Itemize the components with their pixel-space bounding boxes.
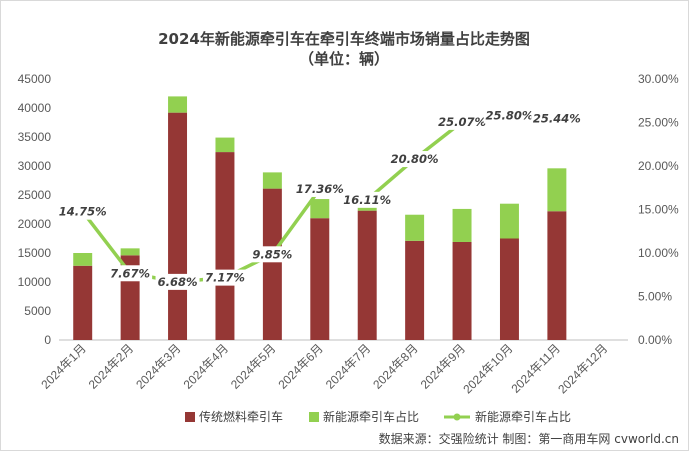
bar-fuel [452, 241, 472, 340]
left-axis-tick-label: 45000 [18, 72, 52, 86]
data-label-bg [155, 273, 200, 290]
data-label: 17.36% [296, 182, 344, 196]
legend-swatch-ne-bar [309, 412, 319, 422]
legend-label-ne-line: 新能源牵引车占比 [475, 409, 571, 424]
legend-line-marker [453, 413, 461, 421]
bar-fuel [73, 265, 93, 340]
x-axis-tick-label: 2024年6月 [275, 341, 325, 391]
bar-new-energy [452, 208, 472, 242]
bar-new-energy [310, 199, 330, 219]
bar-fuel [262, 188, 282, 340]
bar-new-energy [120, 248, 140, 256]
data-label-bg [250, 246, 295, 263]
data-label-bg [341, 191, 393, 208]
data-label-bg [531, 110, 583, 127]
data-label: 9.85% [252, 247, 292, 261]
data-label: 16.11% [343, 193, 391, 207]
x-axis-tick-label: 2024年9月 [418, 341, 468, 391]
chart-title: 2024年新能源牵引车在牵引车终端市场销量占比走势图 [158, 30, 530, 48]
bar-new-energy [73, 253, 93, 266]
left-axis-tick-label: 10000 [18, 275, 52, 289]
source-note: 数据来源：交强险统计 制图：第一商用车网 cvworld.cn [379, 431, 679, 446]
left-axis-tick-label: 5000 [24, 304, 51, 318]
data-label: 6.68% [158, 275, 198, 289]
left-axis-tick-label: 40000 [18, 101, 52, 115]
legend-label-fuel: 传统燃料牵引车 [199, 409, 283, 424]
data-label-bg [108, 265, 153, 282]
data-label: 7.17% [205, 271, 245, 285]
legend-swatch-fuel [185, 412, 195, 422]
data-label: 25.07% [438, 115, 486, 129]
right-axis-tick-label: 0.00% [638, 333, 672, 347]
x-axis-tick-label: 2024年1月 [38, 341, 88, 391]
right-axis-tick-label: 15.00% [638, 203, 679, 217]
bar-new-energy [499, 203, 519, 239]
left-axis-tick-label: 0 [44, 333, 51, 347]
bar-new-energy [357, 206, 377, 211]
x-axis-tick-label: 2024年10月 [460, 341, 515, 396]
bar-new-energy [168, 96, 188, 113]
x-axis-tick-label: 2024年2月 [86, 341, 136, 391]
data-label-bg [57, 203, 109, 220]
legend-label-ne-bar: 新能源牵引车占比 [323, 409, 419, 424]
data-label-bg [483, 107, 536, 124]
left-axis-tick-label: 35000 [18, 130, 52, 144]
legend: 传统燃料牵引车 新能源牵引车占比 新能源牵引车占比 [185, 409, 571, 424]
x-axis-tick-label: 2024年5月 [228, 341, 278, 391]
bar-fuel [357, 210, 377, 340]
data-label-bg [294, 180, 346, 197]
data-label-bg [202, 269, 247, 286]
right-axis-tick-label: 5.00% [638, 290, 672, 304]
right-axis-tick-label: 30.00% [638, 72, 679, 86]
bar-fuel [310, 218, 330, 340]
data-labels-layer: 14.75% 7.67% 6.68% 7.17% 9.85% 17.36%16.11% 20… [57, 107, 583, 290]
right-axis-tick-label: 20.00% [638, 159, 679, 173]
bar-new-energy [405, 214, 425, 241]
bar-fuel [499, 238, 519, 340]
x-axis-tick-label: 2024年11月 [508, 341, 563, 396]
bar-new-energy [215, 137, 235, 153]
bar-fuel [405, 240, 425, 340]
data-label-bg [436, 113, 488, 130]
right-axis-tick-label: 10.00% [638, 246, 679, 260]
bar-fuel [215, 152, 235, 340]
left-axis-tick-label: 20000 [18, 217, 52, 231]
data-label: 25.44% [533, 112, 581, 126]
data-label: 20.80% [391, 152, 439, 166]
bar-new-energy [547, 168, 567, 212]
x-axis-tick-label: 2024年3月 [133, 341, 183, 391]
x-axis-tick-label: 2024年7月 [323, 341, 373, 391]
data-label: 14.75% [59, 205, 107, 219]
data-label: 25.80% [486, 109, 534, 123]
x-axis-tick-label: 2024年12月 [555, 341, 610, 396]
data-label-bg [389, 151, 441, 168]
left-axis-tick-label: 25000 [18, 188, 52, 202]
bars-layer [73, 96, 567, 340]
data-label: 7.67% [110, 266, 150, 280]
bar-fuel [547, 211, 567, 340]
left-axis-tick-label: 30000 [18, 159, 52, 173]
bar-new-energy [262, 172, 282, 189]
right-axis-tick-label: 25.00% [638, 116, 679, 130]
chart-subtitle: （单位：辆） [299, 50, 389, 68]
left-axis-tick-label: 15000 [18, 246, 52, 260]
x-axis-tick-label: 2024年8月 [370, 341, 420, 391]
x-axis-tick-label: 2024年4月 [181, 341, 231, 391]
bar-fuel [168, 112, 188, 340]
